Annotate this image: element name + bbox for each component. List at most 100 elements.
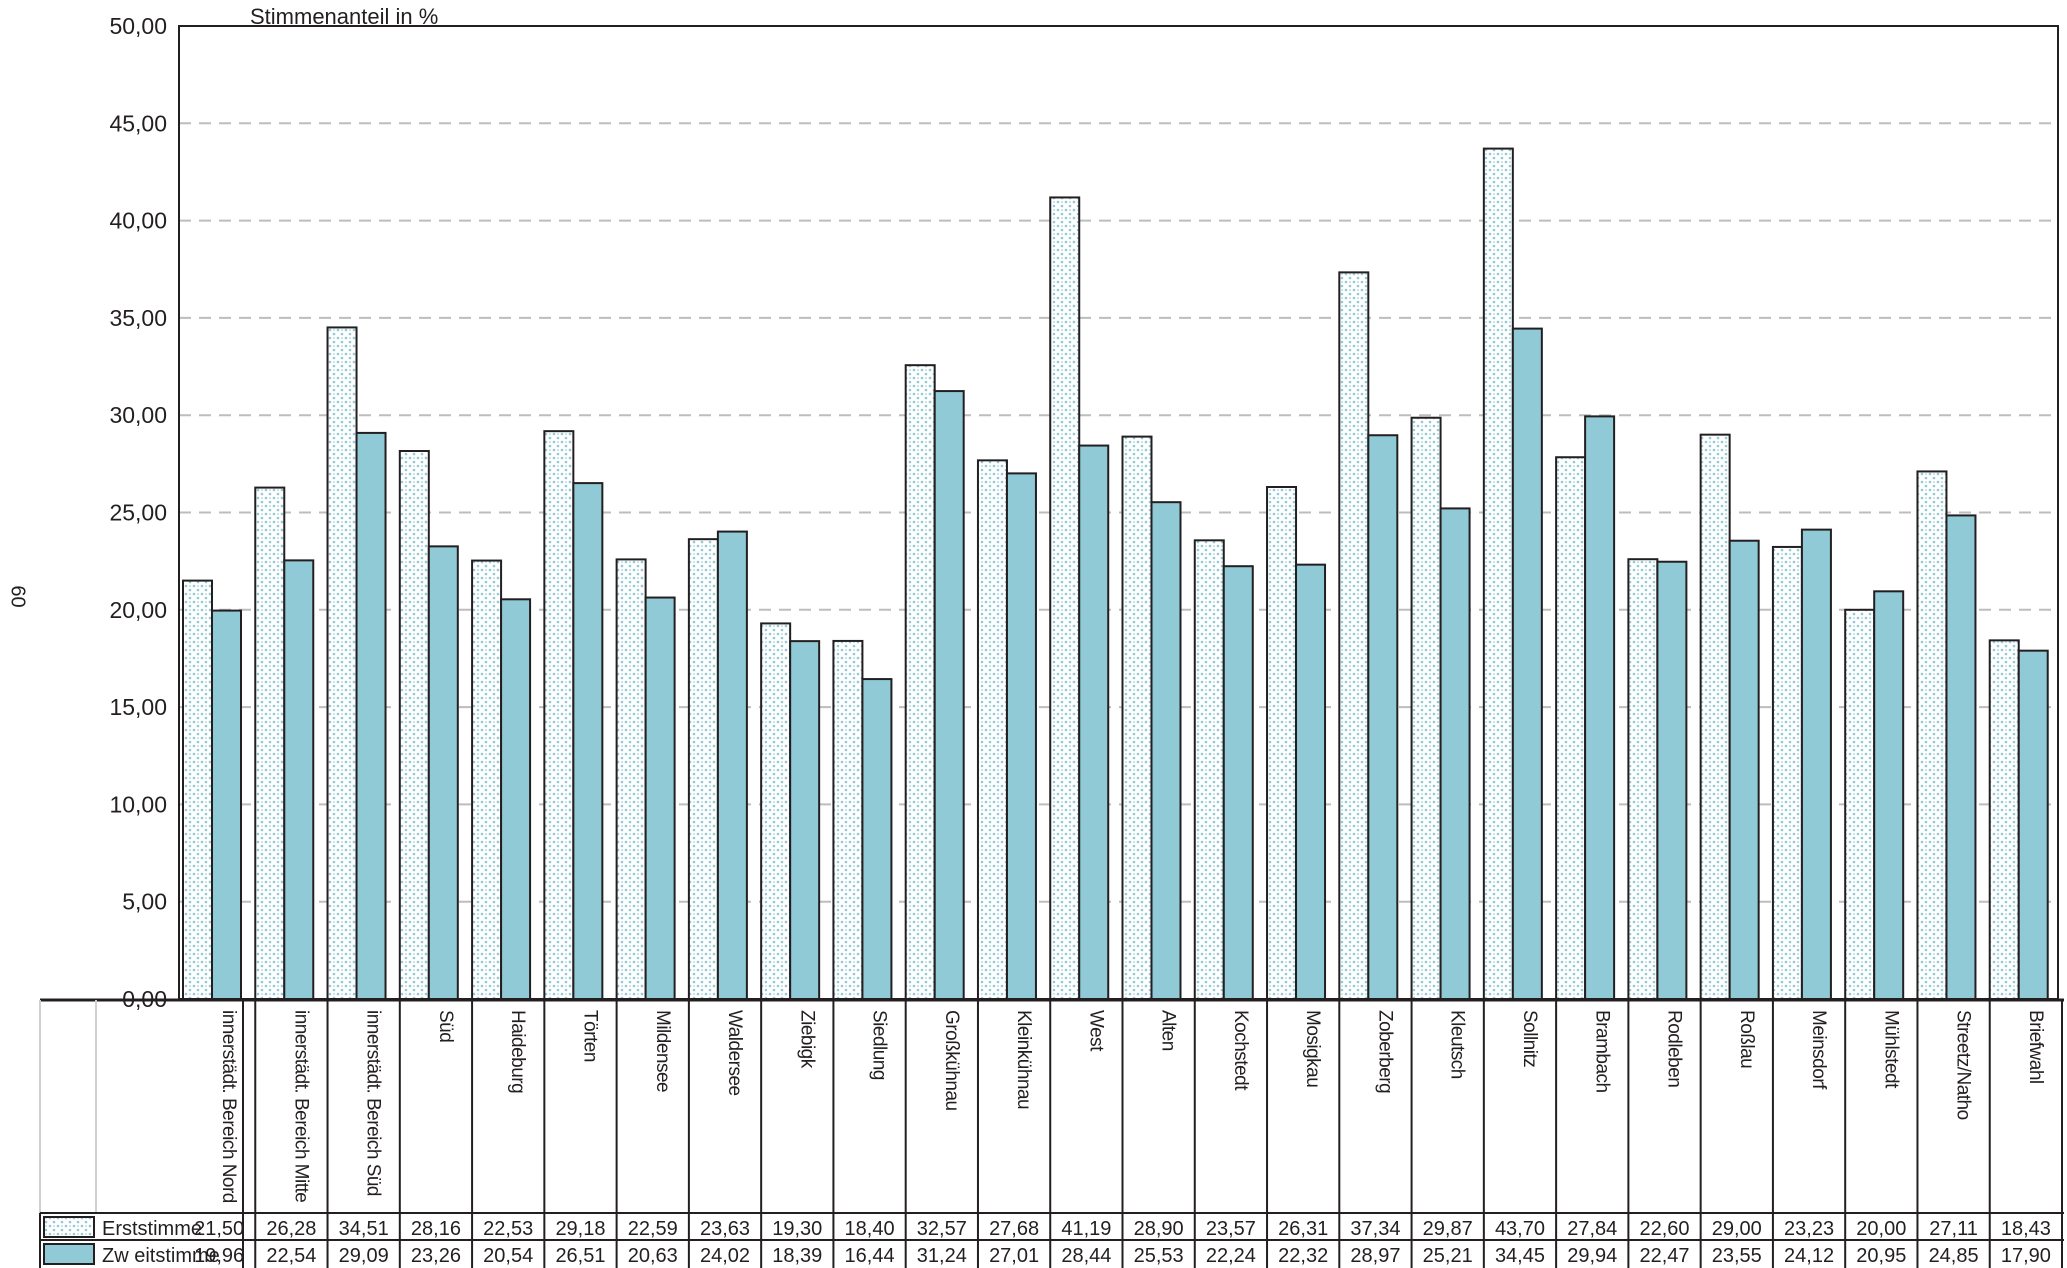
data-label: 28,44 — [1061, 1245, 1111, 1267]
bar-zweitstimme — [644, 596, 676, 1001]
data-label: 25,53 — [1134, 1245, 1184, 1267]
data-label: 16,44 — [845, 1245, 895, 1267]
bar-zweitstimme — [1150, 501, 1182, 1000]
bar-erststimme — [1699, 433, 1731, 1001]
y-axis-label: Stimmenanteil in % — [250, 4, 438, 29]
data-label: 19,96 — [194, 1245, 244, 1267]
category-label: Brambach — [1591, 1010, 1612, 1093]
bar-zweitstimme — [861, 678, 893, 1000]
data-label: 21,50 — [194, 1218, 244, 1240]
bar-zweitstimme — [1873, 590, 1905, 1000]
data-label: 28,90 — [1134, 1218, 1184, 1240]
data-label: 20,54 — [483, 1245, 533, 1267]
y-tick-label: 35,00 — [109, 305, 167, 331]
data-label: 23,57 — [1206, 1218, 1256, 1240]
bar-erststimme — [976, 459, 1008, 1000]
data-label: 29,00 — [1712, 1218, 1762, 1240]
y-tick-label: 40,00 — [109, 208, 167, 234]
legend-swatch-zweitstimme — [43, 1243, 95, 1265]
data-label: 24,02 — [700, 1245, 750, 1267]
data-label: 34,51 — [339, 1218, 389, 1240]
data-label: 34,45 — [1495, 1245, 1545, 1267]
data-label: 27,01 — [989, 1245, 1039, 1267]
bar-zweitstimme — [2017, 649, 2049, 1001]
bar-erststimme — [1555, 456, 1587, 1001]
bar-erststimme — [832, 639, 864, 1000]
bar-zweitstimme — [1367, 434, 1399, 1001]
bar-zweitstimme — [1656, 560, 1688, 1001]
bar-erststimme — [1916, 470, 1948, 1000]
bar-zweitstimme — [1945, 514, 1977, 1000]
bar-erststimme — [904, 364, 936, 1000]
data-label: 28,97 — [1350, 1245, 1400, 1267]
bar-zweitstimme — [355, 431, 387, 1000]
bar-erststimme — [398, 450, 430, 1000]
bar-zweitstimme — [1728, 539, 1760, 1000]
data-label: 22,47 — [1639, 1245, 1689, 1267]
category-label: Mosigkau — [1302, 1010, 1323, 1087]
category-label: Kleinkühnau — [1013, 1010, 1034, 1109]
y-tick-label: 20,00 — [109, 597, 167, 623]
data-label: 22,54 — [266, 1245, 316, 1267]
data-label: 25,21 — [1423, 1245, 1473, 1267]
data-label: 18,39 — [772, 1245, 822, 1267]
data-label: 27,68 — [989, 1218, 1039, 1240]
category-label: Meinsdorf — [1808, 1010, 1829, 1090]
data-label: 18,40 — [845, 1218, 895, 1240]
data-label: 29,18 — [555, 1218, 605, 1240]
y-tick-label: 45,00 — [109, 110, 167, 136]
data-label: 20,00 — [1856, 1218, 1906, 1240]
data-label: 37,34 — [1350, 1218, 1400, 1240]
category-label: West — [1085, 1010, 1106, 1052]
data-label: 28,16 — [411, 1218, 461, 1240]
data-label: 23,23 — [1784, 1218, 1834, 1240]
bar-zweitstimme — [1439, 507, 1471, 1000]
bar-erststimme — [615, 558, 647, 1001]
bar-erststimme — [1338, 271, 1370, 1000]
legend-label: Zw eitstimme — [102, 1245, 220, 1267]
bar-erststimme — [1193, 539, 1225, 1001]
category-label: innerstädt. Bereich Süd — [363, 1010, 384, 1196]
data-label: 22,59 — [628, 1218, 678, 1240]
category-label: Mühlstedt — [1880, 1010, 1901, 1089]
category-label: Ziebigk — [796, 1010, 817, 1069]
bar-erststimme — [1771, 545, 1803, 1000]
bar-zweitstimme — [1511, 327, 1543, 1000]
category-label: Rodleben — [1664, 1010, 1685, 1087]
data-label: 26,31 — [1278, 1218, 1328, 1240]
bar-erststimme — [1410, 416, 1442, 1000]
data-label: 20,95 — [1856, 1245, 1906, 1267]
bar-erststimme — [1627, 558, 1659, 1000]
bar-erststimme — [182, 579, 213, 1000]
data-label: 27,84 — [1567, 1218, 1617, 1240]
bar-zweitstimme — [1800, 528, 1832, 1001]
bar-zweitstimme — [1222, 565, 1254, 1000]
data-label: 22,53 — [483, 1218, 533, 1240]
data-label: 23,55 — [1712, 1245, 1762, 1267]
data-label: 22,32 — [1278, 1245, 1328, 1267]
data-label: 22,60 — [1639, 1218, 1689, 1240]
bar-zweitstimme — [1005, 472, 1037, 1001]
bar-zweitstimme — [933, 390, 965, 1001]
bar-erststimme — [1121, 435, 1153, 1000]
bar-zweitstimme — [211, 609, 242, 1001]
category-label: innerstädt. Bereich Mitte — [290, 1010, 311, 1202]
bar-erststimme — [1049, 196, 1081, 1000]
y-tick-label: 10,00 — [109, 791, 167, 817]
data-label: 26,28 — [266, 1218, 316, 1240]
category-label: Siedlung — [869, 1010, 890, 1080]
bar-erststimme — [543, 430, 575, 1000]
bar-zweitstimme — [1295, 563, 1327, 1000]
y-tick-label: 30,00 — [109, 402, 167, 428]
data-label: 23,26 — [411, 1245, 461, 1267]
category-label: Waldersee — [724, 1010, 745, 1096]
bar-zweitstimme — [500, 598, 532, 1001]
bar-zweitstimme — [716, 530, 748, 1000]
data-label: 24,12 — [1784, 1245, 1834, 1267]
legend-label: Erststimme — [102, 1218, 202, 1240]
data-label: 17,90 — [2001, 1245, 2051, 1267]
category-label: Süd — [435, 1010, 456, 1042]
category-label: Törten — [579, 1010, 600, 1062]
y-tick-label: 15,00 — [109, 694, 167, 720]
